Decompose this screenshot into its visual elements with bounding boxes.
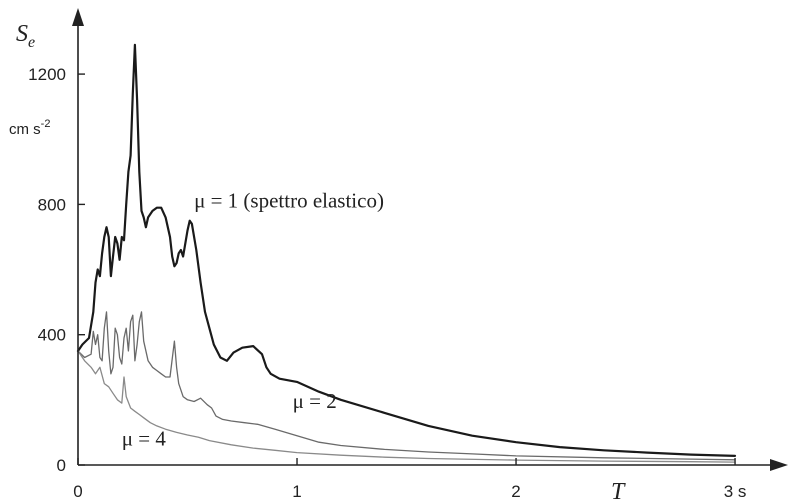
- x-axis-arrow: [770, 459, 788, 471]
- series-line-3: [77, 350, 736, 463]
- ticks-layer: 0 400 800 1200 0 1 2 3 s: [28, 65, 746, 501]
- series-label-mu2: μ = 2: [293, 389, 337, 413]
- y-tick-label: 1200: [28, 65, 66, 84]
- y-axis-title-main: S: [16, 21, 28, 47]
- y-axis-unit-main: cm s: [9, 121, 41, 138]
- annotations-layer: μ = 1 (spettro elastico) μ = 2 μ = 4: [122, 189, 384, 451]
- y-axis-title: Se: [16, 21, 35, 51]
- series-label-mu4: μ = 4: [122, 426, 167, 450]
- y-axis-arrow: [72, 8, 84, 26]
- x-axis-title: T: [611, 479, 626, 504]
- x-tick-label: 0: [73, 482, 82, 501]
- y-tick-label: 800: [38, 195, 66, 214]
- y-tick-label: 0: [57, 456, 66, 475]
- y-axis-unit: cm s-2: [9, 118, 50, 138]
- x-tick-label: 2: [511, 482, 520, 501]
- y-axis-unit-exp: -2: [41, 118, 51, 130]
- y-tick-label: 400: [38, 326, 66, 345]
- x-tick-label: 1: [292, 482, 301, 501]
- series-label-mu1: μ = 1 (spettro elastico): [194, 189, 384, 213]
- series-line-1: [76, 43, 737, 457]
- series-layer: [76, 43, 737, 463]
- y-axis-title-sub: e: [28, 34, 35, 51]
- series-line-2: [77, 311, 736, 461]
- x-tick-label: 3 s: [724, 482, 747, 501]
- axes-layer: [72, 8, 788, 471]
